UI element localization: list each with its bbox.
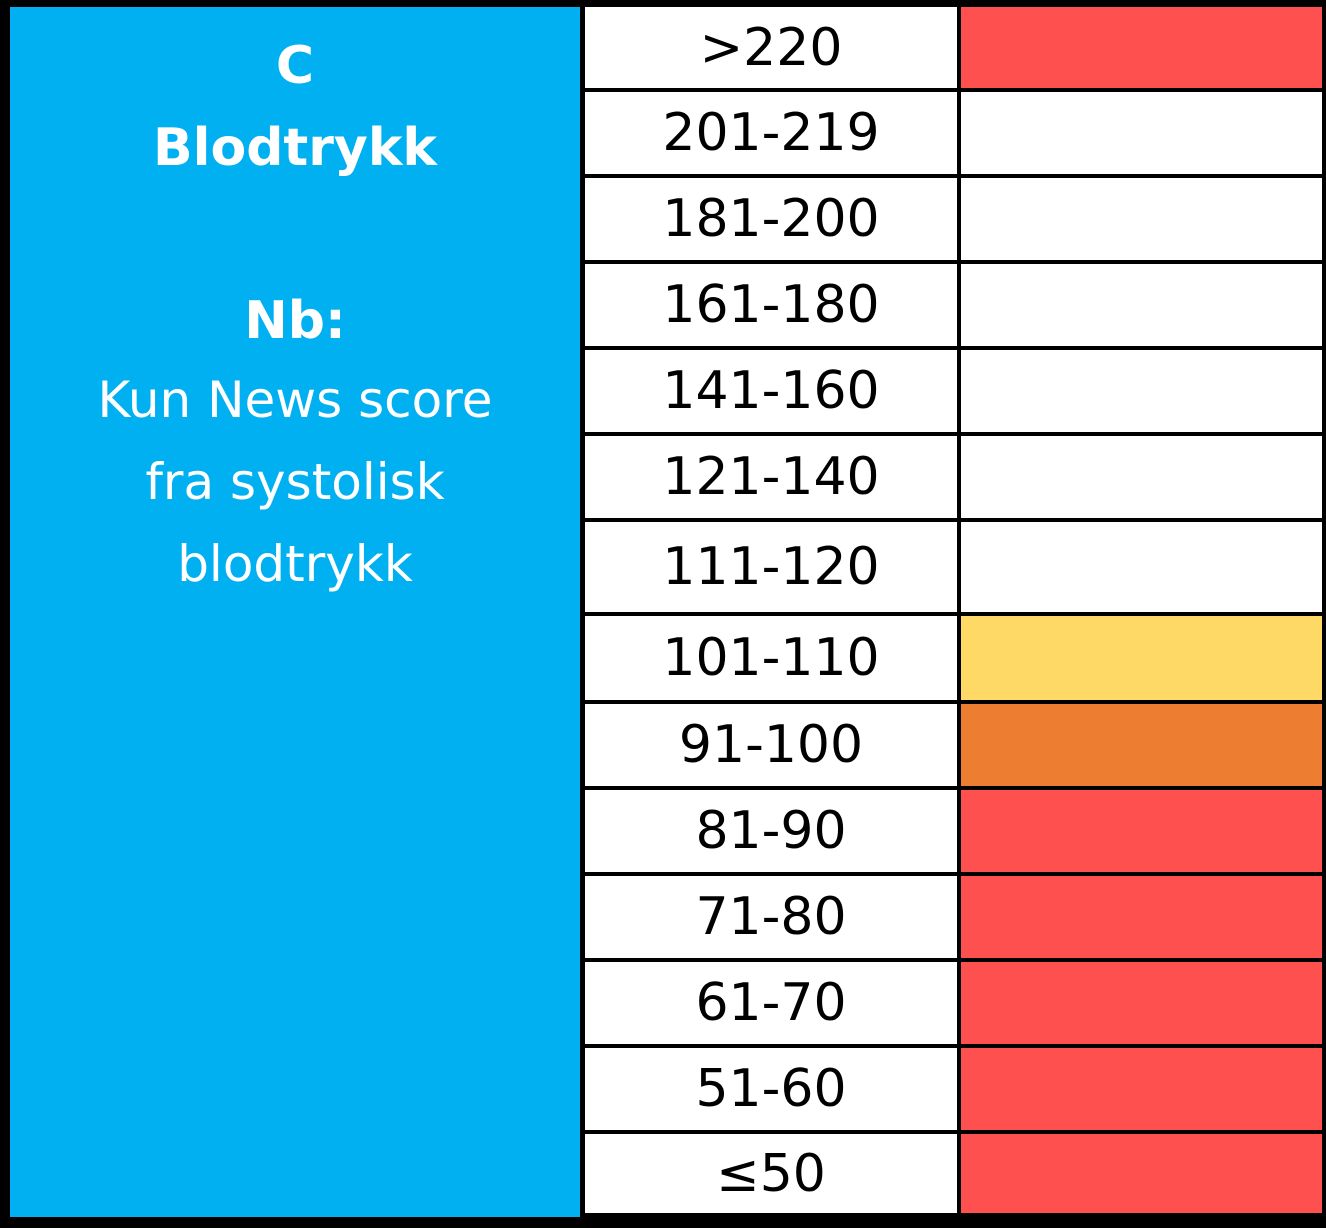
score-color-cell — [961, 876, 1322, 958]
range-cell: 101-110 — [585, 616, 957, 700]
range-label: 81-90 — [695, 801, 847, 861]
note-line-3: blodtrykk — [177, 535, 413, 593]
category-letter: C — [275, 36, 315, 96]
score-color-cell — [961, 522, 1322, 612]
score-color-cell — [961, 1048, 1322, 1130]
range-label: 181-200 — [662, 189, 880, 249]
category-title: Blodtrykk — [153, 118, 437, 178]
note-line-1: Kun News score — [97, 371, 493, 429]
range-label: 111-120 — [662, 537, 880, 597]
range-cell: 81-90 — [585, 790, 957, 872]
range-cell: 71-80 — [585, 876, 957, 958]
score-color-cell — [961, 92, 1322, 174]
score-color-cell — [961, 436, 1322, 518]
score-color-cell — [961, 790, 1322, 872]
score-color-cell — [961, 962, 1322, 1044]
range-label: 201-219 — [662, 103, 880, 163]
range-label: 161-180 — [662, 275, 880, 335]
range-cell: 61-70 — [585, 962, 957, 1044]
range-label: 51-60 — [695, 1059, 847, 1119]
range-cell: 121-140 — [585, 436, 957, 518]
range-cell: ≤50 — [585, 1134, 957, 1213]
category-panel: C Blodtrykk Nb: Kun News score fra systo… — [10, 7, 580, 1217]
score-color-cell — [961, 7, 1322, 88]
range-label: ≤50 — [716, 1143, 826, 1204]
range-label: 141-160 — [662, 361, 880, 421]
range-cell: 111-120 — [585, 522, 957, 612]
range-label: 61-70 — [695, 973, 847, 1033]
range-label: >220 — [699, 17, 843, 78]
range-label: 91-100 — [678, 715, 864, 775]
score-color-cell — [961, 616, 1322, 700]
range-label: 71-80 — [695, 887, 847, 947]
score-color-cell — [961, 350, 1322, 432]
range-cell: 161-180 — [585, 264, 957, 346]
range-cell: 181-200 — [585, 178, 957, 260]
range-cell: 141-160 — [585, 350, 957, 432]
note-label: Nb: — [244, 291, 346, 351]
score-color-cell — [961, 178, 1322, 260]
note-line-2: fra systolisk — [145, 453, 445, 511]
score-color-cell — [961, 1134, 1322, 1213]
range-cell: >220 — [585, 7, 957, 88]
range-label: 121-140 — [662, 447, 880, 507]
score-color-cell — [961, 704, 1322, 786]
range-cell: 91-100 — [585, 704, 957, 786]
range-label: 101-110 — [662, 628, 880, 688]
range-cell: 201-219 — [585, 92, 957, 174]
range-cell: 51-60 — [585, 1048, 957, 1130]
score-color-cell — [961, 264, 1322, 346]
